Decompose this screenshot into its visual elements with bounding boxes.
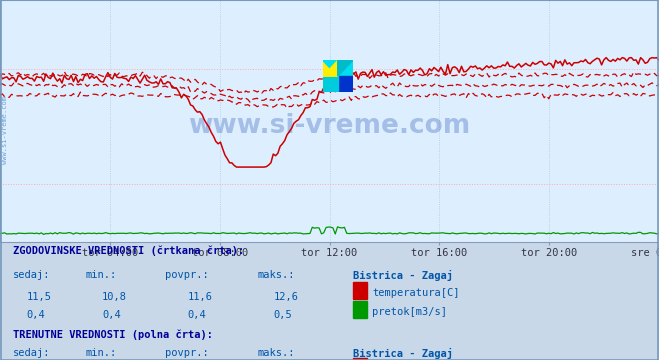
Text: 11,6: 11,6 <box>188 292 213 302</box>
Text: Bistrica - Zagaj: Bistrica - Zagaj <box>353 270 453 281</box>
Text: povpr.:: povpr.: <box>165 270 208 280</box>
Text: temperatura[C]: temperatura[C] <box>372 288 460 298</box>
Text: maks.:: maks.: <box>257 348 295 358</box>
Bar <box>353 282 367 299</box>
Text: 0,4: 0,4 <box>102 310 121 320</box>
Text: 10,8: 10,8 <box>102 292 127 302</box>
Text: ZGODOVINSKE VREDNOSTI (črtkana črta):: ZGODOVINSKE VREDNOSTI (črtkana črta): <box>13 246 244 256</box>
Bar <box>353 357 367 360</box>
Text: 11,5: 11,5 <box>26 292 51 302</box>
Text: 0,4: 0,4 <box>26 310 45 320</box>
Text: 0,4: 0,4 <box>188 310 206 320</box>
Text: Bistrica - Zagaj: Bistrica - Zagaj <box>353 348 453 359</box>
Text: TRENUTNE VREDNOSTI (polna črta):: TRENUTNE VREDNOSTI (polna črta): <box>13 329 213 340</box>
Text: min.:: min.: <box>86 270 117 280</box>
Text: www.si-vreme.com: www.si-vreme.com <box>188 113 471 139</box>
Text: www.si-vreme.com: www.si-vreme.com <box>2 96 9 163</box>
Text: sedaj:: sedaj: <box>13 348 51 358</box>
Text: povpr.:: povpr.: <box>165 348 208 358</box>
Bar <box>353 301 367 318</box>
Text: 12,6: 12,6 <box>273 292 299 302</box>
Text: sedaj:: sedaj: <box>13 270 51 280</box>
Text: min.:: min.: <box>86 348 117 358</box>
Text: pretok[m3/s]: pretok[m3/s] <box>372 307 447 317</box>
Text: 0,5: 0,5 <box>273 310 292 320</box>
Text: maks.:: maks.: <box>257 270 295 280</box>
